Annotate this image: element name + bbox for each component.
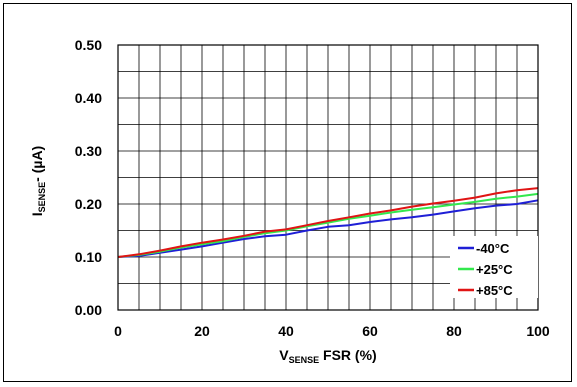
y-tick-label: 0.30 [75,143,102,159]
series-lines [117,187,539,258]
series-line [117,187,539,258]
x-axis-title: VSENSE FSR (%) [279,347,376,365]
y-tick-label: 0.00 [75,302,102,318]
plot-border [117,44,539,311]
legend-label: +25°C [476,262,513,277]
y-axis-title-rest: - (µA) [29,146,45,182]
legend-label: -40°C [476,241,510,256]
x-axis-title-main: V [279,347,289,363]
series-line [117,192,539,258]
y-axis-title: ISENSE- (µA) [29,146,47,216]
legend: -40°C +25°C +85°C [450,236,538,298]
x-tick-label: 20 [194,323,210,339]
x-tick-label: 80 [446,323,462,339]
y-tick-label: 0.40 [75,90,102,106]
x-tick-label: 60 [362,323,378,339]
series-line [117,199,539,258]
legend-label: +85°C [476,283,513,298]
x-axis-title-rest: FSR (%) [319,347,377,363]
x-tick-label: 40 [278,323,294,339]
y-axis-title-main: I [29,212,45,216]
x-tick-label: 0 [114,323,122,339]
x-tick-label: 100 [526,323,550,339]
x-tick-labels: 0 20 40 60 80 100 [114,323,550,339]
grid [118,45,538,310]
legend-box [450,236,538,298]
x-axis-title-sub: SENSE [289,355,320,365]
y-tick-label: 0.50 [75,37,102,53]
y-tick-label: 0.10 [75,249,102,265]
y-axis-title-sub: SENSE [37,182,47,213]
y-tick-labels: 0.00 0.10 0.20 0.30 0.40 0.50 [75,37,102,318]
chart-frame [3,3,572,382]
y-tick-label: 0.20 [75,196,102,212]
